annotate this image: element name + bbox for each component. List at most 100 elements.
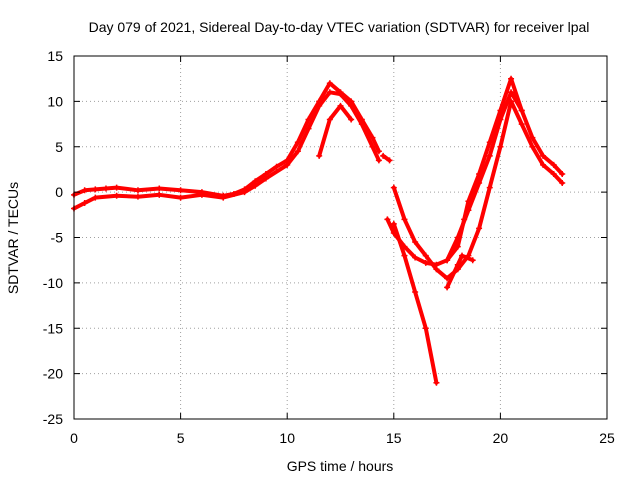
data-point: [508, 75, 515, 82]
data-point: [134, 193, 141, 200]
data-point: [369, 143, 376, 150]
data-point: [348, 116, 355, 123]
data-point: [454, 261, 461, 268]
data-point: [422, 259, 429, 266]
series-line-pass-8: [445, 253, 475, 290]
plot-frame: [73, 55, 608, 420]
data-point: [422, 325, 429, 332]
data-point: [380, 152, 387, 159]
data-point: [316, 102, 323, 109]
x-tick-label: 25: [599, 430, 615, 446]
data-point: [412, 239, 419, 246]
axis-ticks: 0 5 10 15 20 25 -25 -20 -15 -10 -5 0 5 10 15: [43, 48, 615, 446]
data-point: [262, 175, 269, 182]
series-line-pass-7: [391, 221, 439, 385]
y-tick-label: -5: [51, 230, 64, 246]
data-point: [476, 180, 483, 187]
data-point: [444, 284, 451, 291]
data-point: [422, 252, 429, 259]
data-point: [390, 220, 397, 227]
data-point: [177, 194, 184, 201]
data-point: [454, 243, 461, 250]
y-tick-label: -15: [43, 320, 63, 336]
data-point: [220, 194, 227, 201]
data-point: [401, 252, 408, 259]
data-point: [497, 143, 504, 150]
y-tick-label: -25: [43, 411, 63, 427]
data-point: [454, 234, 461, 241]
data-point: [358, 121, 365, 128]
series-line-pass-1: [72, 81, 381, 198]
data-point: [81, 200, 88, 207]
data-point: [518, 107, 525, 114]
data-point: [550, 170, 557, 177]
data-point: [444, 275, 451, 282]
data-point: [375, 157, 382, 164]
y-tick-label: 15: [47, 48, 63, 64]
y-tick-label: 5: [55, 139, 63, 155]
x-axis-label: GPS time / hours: [287, 458, 394, 474]
data-point: [459, 252, 466, 259]
x-tick-label: 10: [279, 430, 295, 446]
x-tick-label: 15: [386, 430, 402, 446]
series-line-pass-2: [72, 90, 381, 211]
y-tick-label: 10: [47, 93, 63, 109]
data-point: [433, 379, 440, 386]
data-point: [326, 80, 333, 87]
series-line-pass-3: [317, 103, 354, 158]
chart-title: Day 079 of 2021, Sidereal Day-to-day VTE…: [89, 19, 590, 35]
data-point: [337, 102, 344, 109]
data-point: [369, 134, 376, 141]
data-point: [326, 116, 333, 123]
y-tick-label: -20: [43, 366, 63, 382]
data-point: [518, 121, 525, 128]
data-point: [81, 187, 88, 194]
data-point: [134, 187, 141, 194]
data-point: [113, 192, 120, 199]
data-point: [348, 102, 355, 109]
data-point: [241, 189, 248, 196]
data-point: [156, 185, 163, 192]
data-point: [156, 191, 163, 198]
data-point: [486, 184, 493, 191]
data-point: [540, 161, 547, 168]
data-point: [177, 187, 184, 194]
data-point: [252, 182, 259, 189]
data-point: [508, 89, 515, 96]
data-point: [540, 152, 547, 159]
data-point: [384, 216, 391, 223]
x-tick-label: 5: [177, 430, 185, 446]
data-point: [401, 216, 408, 223]
data-point: [375, 148, 382, 155]
data-point: [444, 257, 451, 264]
data-point: [529, 134, 536, 141]
data-point: [92, 194, 99, 201]
series-layer: [71, 75, 566, 386]
data-point: [529, 143, 536, 150]
data-point: [113, 184, 120, 191]
data-point: [284, 161, 291, 168]
data-point: [497, 116, 504, 123]
x-tick-label: 0: [70, 430, 78, 446]
grid: [74, 56, 607, 419]
data-point: [273, 163, 280, 170]
data-point: [433, 266, 440, 273]
data-point: [198, 191, 205, 198]
data-point: [102, 185, 109, 192]
data-point: [390, 184, 397, 191]
data-point: [294, 139, 301, 146]
data-point: [486, 152, 493, 159]
data-point: [305, 116, 312, 123]
data-point: [476, 225, 483, 232]
data-point: [305, 125, 312, 132]
data-point: [412, 254, 419, 261]
series-line-pass-9: [445, 90, 524, 263]
data-point: [337, 91, 344, 98]
y-axis-label: SDTVAR / TECUs: [5, 182, 21, 294]
data-point: [550, 161, 557, 168]
x-tick-label: 20: [493, 430, 509, 446]
data-point: [559, 170, 566, 177]
data-point: [294, 148, 301, 155]
data-point: [326, 89, 333, 96]
